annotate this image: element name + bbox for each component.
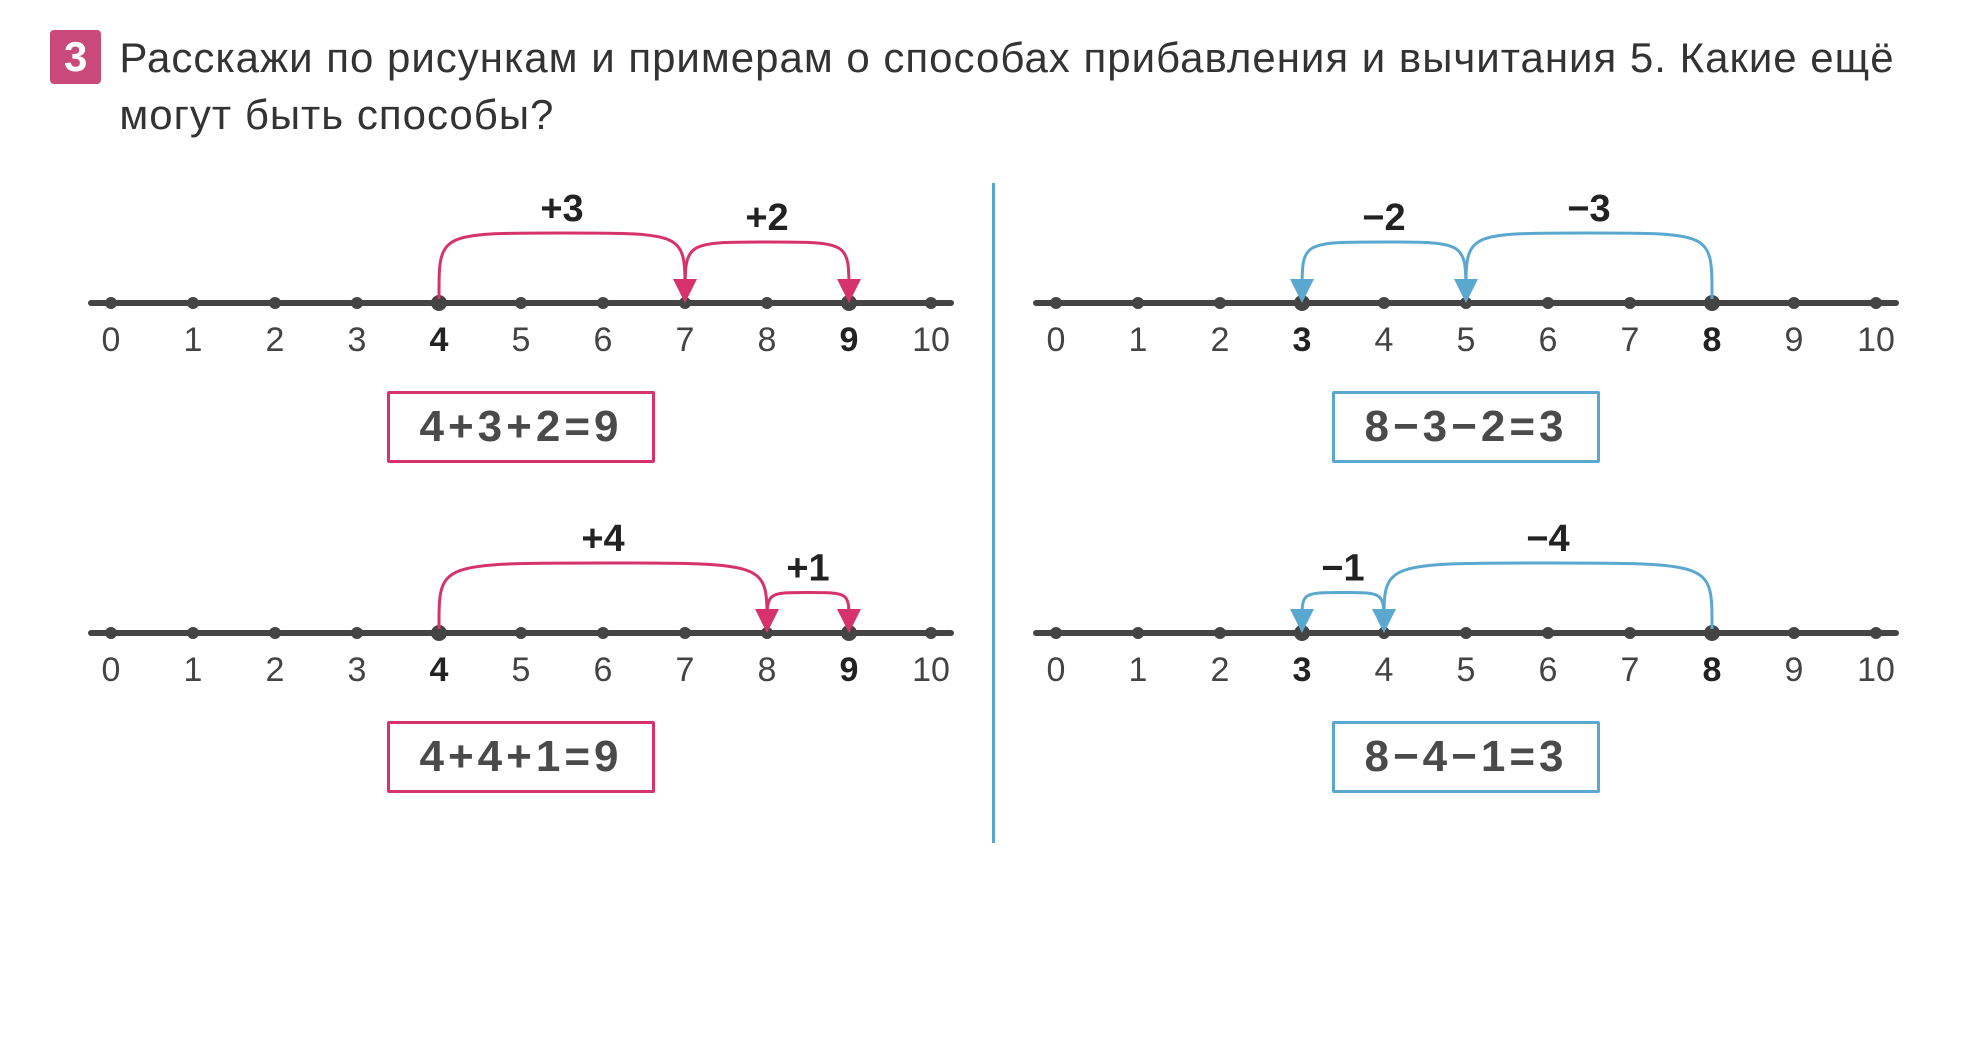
tick-label: 0: [102, 651, 121, 689]
tick-label: 0: [102, 321, 121, 359]
tick-label: 2: [1211, 321, 1230, 359]
problem-number: 3: [50, 30, 101, 84]
arc-label: −1: [1321, 548, 1364, 590]
tick-label: 8: [1703, 321, 1722, 359]
arc-label: −3: [1567, 188, 1610, 230]
problem-header: 3 Расскажи по рисункам и примерам о спос…: [50, 30, 1937, 143]
arc-label: +4: [581, 518, 624, 560]
tick-label: 4: [430, 321, 449, 359]
tick-label: 10: [1857, 321, 1895, 359]
right-panel: 0 1 2 3 4 5 6 7 8 9 10 −2 −3 8−3−2=3 0 1 2 3 4 5 6 7 8 9 10 −1 −…: [995, 183, 1937, 843]
arc-label: +3: [540, 188, 583, 230]
equation-box: 4+3+2=9: [387, 391, 656, 463]
tick-label: 1: [1129, 651, 1148, 689]
arc: [439, 563, 767, 625]
tick-label: 3: [348, 321, 367, 359]
tick-label: 9: [1785, 651, 1804, 689]
tick-label: 1: [184, 321, 203, 359]
tick-label: 2: [266, 651, 285, 689]
tick-label: 0: [1047, 651, 1066, 689]
problem-text: Расскажи по рисункам и примерам о способ…: [119, 30, 1937, 143]
numberline-block: 0 1 2 3 4 5 6 7 8 9 10 −1 −4 8−4−1=3: [1025, 513, 1907, 793]
tick-label: 8: [758, 651, 777, 689]
tick-label: 2: [1211, 651, 1230, 689]
left-panel: 0 1 2 3 4 5 6 7 8 9 10 +3 +2 4+3+2=9 0 1 2 3 4 5 6 7 8 9 10 +4 +…: [50, 183, 995, 843]
tick-label: 4: [430, 651, 449, 689]
arc: [1302, 593, 1384, 626]
tick-label: 7: [676, 651, 695, 689]
arc: [1466, 233, 1712, 295]
tick-label: 6: [1539, 651, 1558, 689]
tick-label: 3: [348, 651, 367, 689]
arc: [1384, 563, 1712, 625]
tick-label: 5: [512, 321, 531, 359]
tick-label: 1: [1129, 321, 1148, 359]
tick-label: 5: [1457, 321, 1476, 359]
tick-label: 3: [1293, 321, 1312, 359]
tick-label: 6: [1539, 321, 1558, 359]
tick-label: 8: [758, 321, 777, 359]
equation-box: 4+4+1=9: [387, 721, 656, 793]
tick-label: 0: [1047, 321, 1066, 359]
tick-label: 6: [594, 321, 613, 359]
tick-label: 1: [184, 651, 203, 689]
tick-label: 5: [1457, 651, 1476, 689]
numberline-svg: 0 1 2 3 4 5 6 7 8 9 10 +4 +1: [81, 513, 961, 703]
tick-label: 9: [1785, 321, 1804, 359]
tick-label: 9: [840, 651, 859, 689]
tick-label: 5: [512, 651, 531, 689]
arc: [685, 242, 849, 295]
equation-box: 8−4−1=3: [1332, 721, 1601, 793]
tick-label: 8: [1703, 651, 1722, 689]
tick-label: 3: [1293, 651, 1312, 689]
tick-label: 10: [912, 651, 950, 689]
tick-label: 10: [1857, 651, 1895, 689]
equation-box: 8−3−2=3: [1332, 391, 1601, 463]
arc: [1302, 242, 1466, 295]
tick-label: 4: [1375, 321, 1394, 359]
arc-label: −4: [1526, 518, 1569, 560]
numberline-svg: 0 1 2 3 4 5 6 7 8 9 10 −1 −4: [1026, 513, 1906, 703]
numberline-block: 0 1 2 3 4 5 6 7 8 9 10 +4 +1 4+4+1=9: [80, 513, 962, 793]
tick-label: 10: [912, 321, 950, 359]
arc: [767, 593, 849, 626]
numberline-svg: 0 1 2 3 4 5 6 7 8 9 10 −2 −3: [1026, 183, 1906, 373]
tick-label: 7: [676, 321, 695, 359]
tick-label: 4: [1375, 651, 1394, 689]
numberline-block: 0 1 2 3 4 5 6 7 8 9 10 +3 +2 4+3+2=9: [80, 183, 962, 463]
arc-label: +1: [786, 548, 829, 590]
arc-label: −2: [1362, 197, 1405, 239]
tick-label: 9: [840, 321, 859, 359]
numberline-block: 0 1 2 3 4 5 6 7 8 9 10 −2 −3 8−3−2=3: [1025, 183, 1907, 463]
tick-label: 7: [1621, 321, 1640, 359]
arc: [439, 233, 685, 295]
panels-container: 012345678910+3+2 4+3+2=9 012345678910+4+…: [50, 183, 1937, 843]
arc-label: +2: [745, 197, 788, 239]
tick-label: 2: [266, 321, 285, 359]
tick-label: 6: [594, 651, 613, 689]
tick-label: 7: [1621, 651, 1640, 689]
numberline-svg: 0 1 2 3 4 5 6 7 8 9 10 +3 +2: [81, 183, 961, 373]
